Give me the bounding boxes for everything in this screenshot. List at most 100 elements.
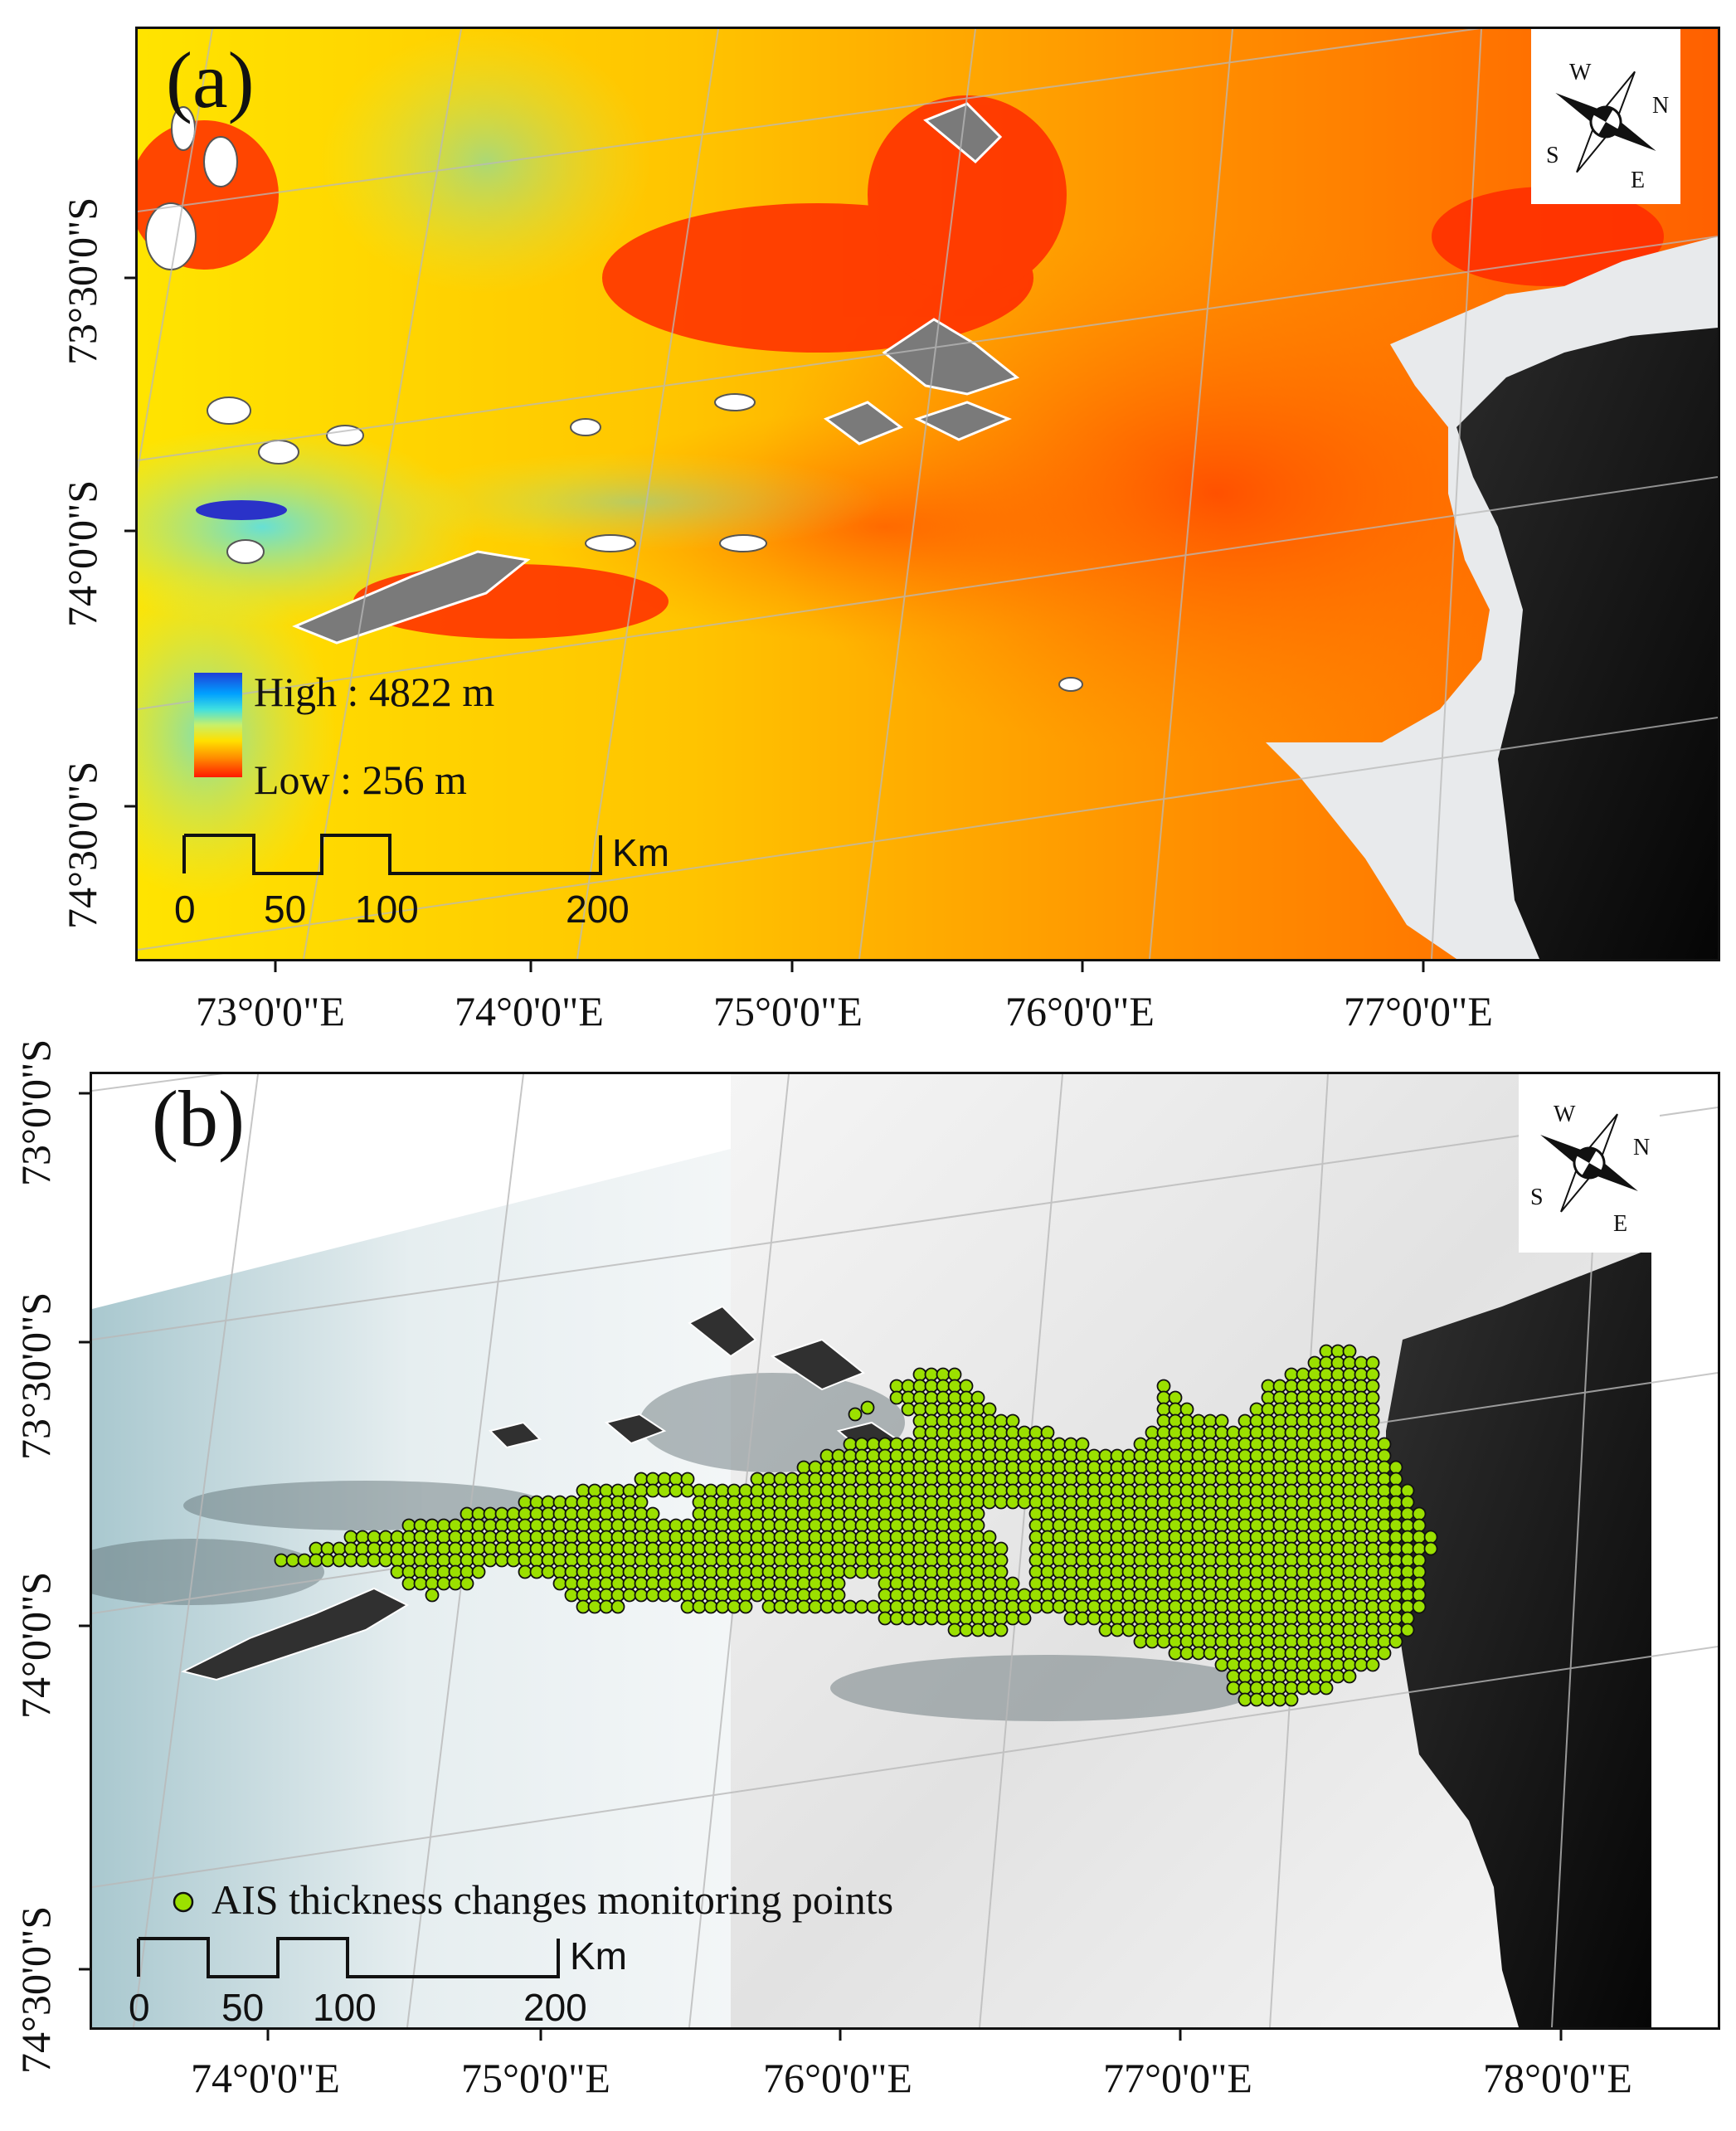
monitoring-point — [1261, 1460, 1276, 1475]
monitoring-point — [1365, 1646, 1380, 1661]
monitoring-point — [866, 1530, 881, 1545]
monitoring-point — [947, 1379, 962, 1394]
monitoring-point — [460, 1518, 474, 1533]
monitoring-points-layer — [274, 1344, 1438, 1707]
monitoring-point — [785, 1553, 800, 1568]
monitoring-point — [1272, 1564, 1287, 1579]
monitoring-point — [1110, 1506, 1125, 1521]
monitoring-point — [483, 1553, 498, 1568]
monitoring-point — [355, 1541, 370, 1556]
monitoring-point — [1354, 1576, 1369, 1591]
monitoring-point — [819, 1553, 834, 1568]
monitoring-point — [1330, 1576, 1345, 1591]
monitoring-point — [1261, 1402, 1276, 1417]
monitoring-point — [1040, 1588, 1055, 1603]
monitoring-point — [936, 1425, 951, 1440]
monitoring-point — [680, 1483, 695, 1498]
monitoring-point — [436, 1530, 451, 1545]
monitoring-point — [819, 1541, 834, 1556]
monitoring-point — [1354, 1460, 1369, 1475]
monitoring-point — [471, 1564, 486, 1579]
monitoring-point — [994, 1564, 1009, 1579]
monitoring-point — [645, 1576, 660, 1591]
monitoring-point — [1388, 1553, 1403, 1568]
monitoring-point — [970, 1448, 985, 1463]
monitoring-point — [1052, 1460, 1067, 1475]
monitoring-point — [959, 1448, 974, 1463]
monitoring-point — [1203, 1425, 1218, 1440]
monitoring-point — [1191, 1564, 1206, 1579]
monitoring-point — [1342, 1541, 1357, 1556]
monitoring-point — [541, 1541, 556, 1556]
monitoring-point — [1040, 1599, 1055, 1614]
monitoring-point — [1388, 1634, 1403, 1649]
monitoring-point — [843, 1506, 858, 1521]
monitoring-point — [541, 1518, 556, 1533]
monitoring-point — [1342, 1634, 1357, 1649]
compass-e: E — [1631, 168, 1646, 193]
monitoring-point — [669, 1553, 683, 1568]
scale-tick-50: 50 — [264, 888, 307, 931]
monitoring-point — [1365, 1437, 1380, 1452]
monitoring-point — [703, 1518, 718, 1533]
monitoring-point — [1017, 1611, 1032, 1626]
monitoring-point — [1284, 1692, 1299, 1707]
monitoring-point — [889, 1379, 904, 1394]
monitoring-point — [1342, 1530, 1357, 1545]
monitoring-point — [669, 1588, 683, 1603]
monitoring-point — [947, 1506, 962, 1521]
monitoring-point — [912, 1541, 927, 1556]
monitoring-point — [901, 1402, 916, 1417]
monitoring-point — [761, 1472, 776, 1486]
monitoring-point — [924, 1599, 939, 1614]
monitoring-point — [1307, 1437, 1322, 1452]
monitoring-point — [1214, 1588, 1229, 1603]
monitoring-point — [1156, 1437, 1171, 1452]
monitoring-point — [727, 1483, 742, 1498]
monitoring-point — [831, 1530, 846, 1545]
monitoring-point — [622, 1576, 637, 1591]
monitoring-point — [1330, 1495, 1345, 1510]
monitoring-point — [1040, 1518, 1055, 1533]
monitoring-point — [1110, 1483, 1125, 1498]
satellite-map-image — [92, 1074, 1718, 2027]
monitoring-point — [401, 1553, 416, 1568]
monitoring-point — [1063, 1576, 1078, 1591]
monitoring-point — [1121, 1483, 1136, 1498]
monitoring-point — [866, 1460, 881, 1475]
monitoring-point — [506, 1541, 521, 1556]
monitoring-point — [1272, 1669, 1287, 1684]
monitoring-point — [1307, 1413, 1322, 1428]
monitoring-point — [1191, 1530, 1206, 1545]
monitoring-point — [645, 1483, 660, 1498]
monitoring-point — [1179, 1588, 1194, 1603]
monitoring-point — [634, 1530, 649, 1545]
monitoring-point — [866, 1599, 881, 1614]
monitoring-point — [970, 1425, 985, 1440]
monitoring-point — [1179, 1646, 1194, 1661]
monitoring-point — [1388, 1623, 1403, 1637]
monitoring-point — [738, 1599, 753, 1614]
monitoring-point — [1319, 1425, 1334, 1440]
monitoring-point — [970, 1530, 985, 1545]
monitoring-point — [1191, 1472, 1206, 1486]
monitoring-point — [1296, 1611, 1311, 1626]
monitoring-point — [1214, 1646, 1229, 1661]
monitoring-point — [1179, 1402, 1194, 1417]
monitoring-point — [1121, 1472, 1136, 1486]
monitoring-point — [959, 1623, 974, 1637]
monitoring-point — [1133, 1553, 1148, 1568]
monitoring-point — [738, 1483, 753, 1498]
monitoring-point — [1087, 1448, 1101, 1463]
monitoring-point — [622, 1553, 637, 1568]
monitoring-point — [924, 1390, 939, 1405]
monitoring-point — [401, 1564, 416, 1579]
compass-w: W — [1569, 60, 1592, 85]
monitoring-point — [901, 1506, 916, 1521]
monitoring-point — [1400, 1588, 1415, 1603]
monitoring-point — [982, 1611, 997, 1626]
monitoring-point — [1017, 1483, 1032, 1498]
monitoring-point — [1017, 1448, 1032, 1463]
monitoring-point — [1040, 1576, 1055, 1591]
lon-label-b-1: 74°0'0"E — [191, 2055, 340, 2101]
